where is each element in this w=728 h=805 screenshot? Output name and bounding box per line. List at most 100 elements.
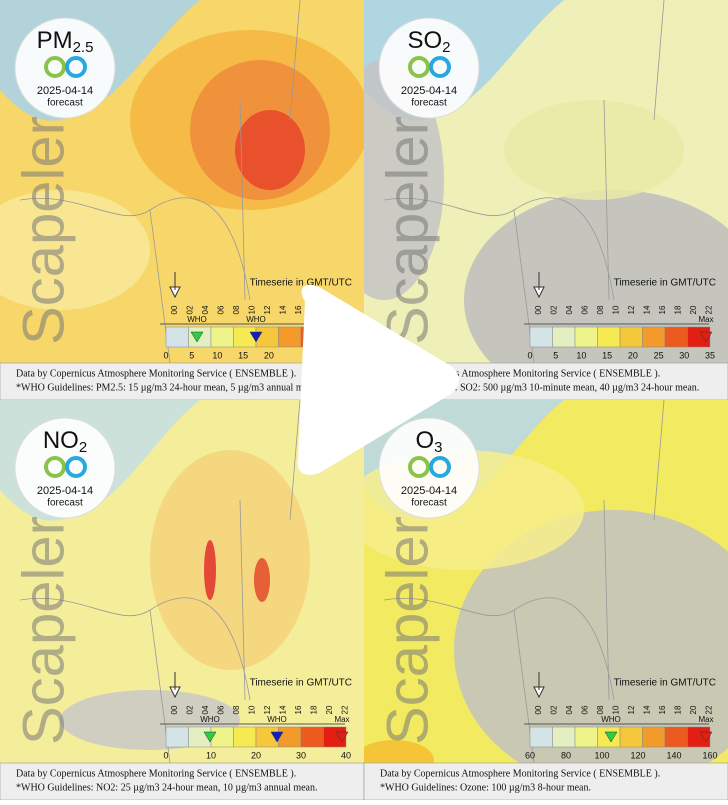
timeserie-label: Timeserie in GMT/UTC: [250, 278, 352, 289]
play-button[interactable]: [297, 284, 459, 475]
time-cursor: [533, 272, 545, 299]
forecast-label: forecast: [411, 498, 447, 509]
scale-box: [165, 326, 189, 348]
borders: [19, 0, 301, 363]
max-marker: [335, 731, 349, 743]
hour-tick: 12: [627, 705, 636, 714]
scale-label: 40: [341, 750, 351, 760]
map: Scapeler: [364, 400, 728, 763]
scale-box: [233, 326, 257, 348]
scale-box: [642, 726, 666, 748]
hour-tick: 22: [341, 705, 350, 714]
scale-box: [165, 726, 189, 748]
scale-label: 0: [527, 350, 532, 360]
timeserie-label: Timeserie in GMT/UTC: [614, 278, 716, 289]
hour-tick: 16: [294, 705, 303, 714]
logo-loop: [429, 56, 451, 78]
scale-label: 5: [189, 350, 194, 360]
forecast-label: forecast: [47, 98, 83, 109]
max-marker: [699, 731, 713, 743]
hour-tick: 18: [674, 705, 683, 714]
logo-loop: [44, 56, 66, 78]
hour-tick: 02: [186, 705, 195, 714]
hour-tick: 22: [705, 705, 714, 714]
hour-tick: 06: [217, 305, 226, 314]
scale-box: [619, 326, 643, 348]
scale-label: 30: [296, 750, 306, 760]
pollutant-name: NO: [43, 427, 79, 454]
scale-label: 20: [264, 350, 274, 360]
scale-label: 0: [163, 350, 168, 360]
hour-tick: 20: [689, 705, 698, 714]
scale-label: 160: [702, 750, 717, 760]
pollutant-title: NO2: [43, 427, 87, 456]
who-marker: [270, 731, 284, 743]
hour-tick: 06: [217, 705, 226, 714]
time-cursor: [169, 272, 181, 299]
map: Scapeler: [0, 400, 364, 763]
scale-label: 10: [576, 350, 586, 360]
scale-box: [210, 326, 234, 348]
who-marker: [604, 731, 618, 743]
map: Scapeler: [0, 0, 364, 363]
pollution-area: [364, 740, 434, 763]
pollutant-subscript: 3: [434, 439, 442, 456]
pollution-area: [364, 60, 444, 300]
hour-tick: 02: [186, 305, 195, 314]
hour-tick: 16: [658, 305, 667, 314]
timeserie-label: Timeserie in GMT/UTC: [250, 678, 352, 689]
forecast-date: 2025-04-14: [37, 85, 93, 97]
hour-tick: 02: [550, 705, 559, 714]
hour-tick: 06: [581, 705, 590, 714]
scale-box: [278, 726, 302, 748]
logo-loop: [429, 456, 451, 478]
hour-tick: 04: [565, 305, 574, 314]
logo-loop: [408, 56, 430, 78]
borders: [383, 400, 665, 763]
pollution-area: [504, 100, 684, 200]
scale-box: [619, 726, 643, 748]
caption-source: Data by Copernicus Atmosphere Monitoring…: [16, 368, 296, 379]
hour-tick: 10: [248, 305, 257, 314]
pollution-area: [204, 540, 216, 600]
time-cursor: [533, 672, 545, 699]
watermark: Scapeler: [375, 516, 440, 745]
max-label: Max: [698, 315, 713, 324]
hour-tick: 20: [325, 705, 334, 714]
caption-bar: [0, 762, 365, 801]
scale-box: [664, 726, 688, 748]
scale-label: 10: [212, 350, 222, 360]
who-label: WHO: [200, 715, 220, 724]
scale-box: [529, 726, 553, 748]
scale-box: [300, 726, 324, 748]
hour-tick: 12: [263, 305, 272, 314]
hour-tick: 14: [643, 305, 652, 314]
borders: [19, 400, 301, 763]
hour-tick: 00: [170, 705, 179, 714]
hour-tick: 10: [612, 305, 621, 314]
logo-loop: [65, 56, 87, 78]
caption-source: Data by Copernicus Atmosphere Monitoring…: [16, 768, 296, 779]
hour-tick: 00: [170, 305, 179, 314]
scale-box: [574, 326, 598, 348]
hour-tick: 10: [248, 705, 257, 714]
forecast-date: 2025-04-14: [37, 485, 93, 497]
hour-tick: 14: [643, 705, 652, 714]
pollutant-name: O: [415, 427, 434, 454]
scale-box: [552, 326, 576, 348]
scale-box: [210, 726, 234, 748]
hour-tick: 12: [627, 305, 636, 314]
map: Scapeler: [364, 0, 728, 363]
scale-label: 15: [238, 350, 248, 360]
pollution-area: [254, 558, 270, 602]
who-marker: [203, 731, 217, 743]
caption-note: *WHO Guidelines: PM2.5: 15 µg/m3 24-hour…: [16, 382, 320, 393]
max-label: Max: [698, 715, 713, 724]
max-label: Max: [334, 715, 349, 724]
scale-box: [255, 326, 279, 348]
watermark: Scapeler: [11, 116, 76, 345]
time-cursor: [169, 672, 181, 699]
